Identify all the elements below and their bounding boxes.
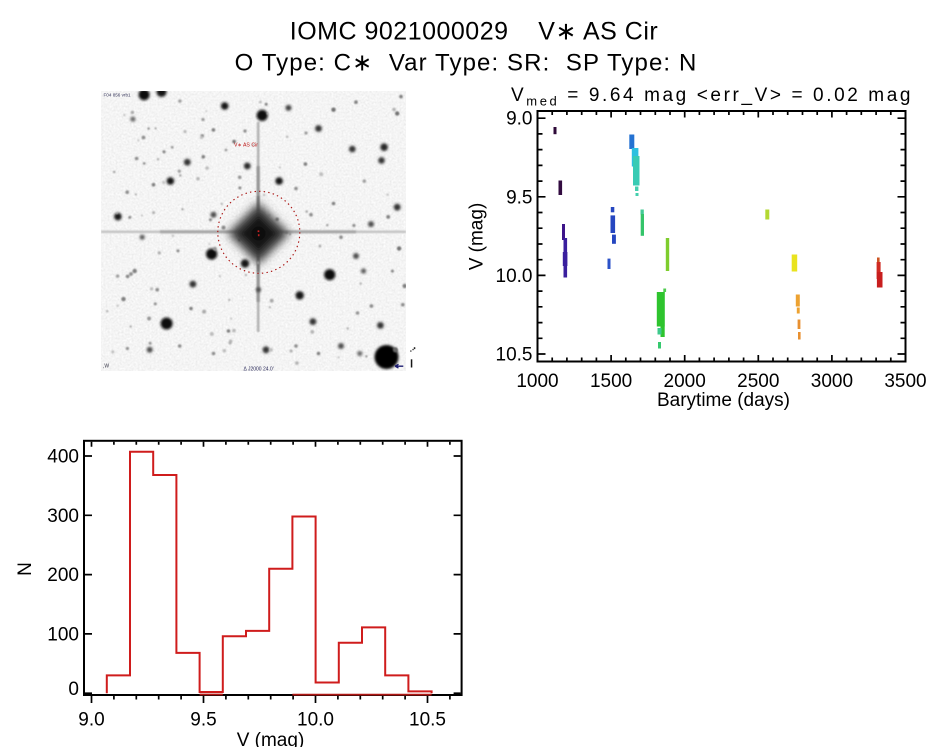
svg-text:10.0: 10.0 <box>297 710 334 731</box>
svg-text:10.0: 10.0 <box>496 266 533 287</box>
svg-text:N: N <box>15 562 36 576</box>
svg-text:Barytime (days): Barytime (days) <box>657 390 790 411</box>
svg-text:1500: 1500 <box>590 371 632 392</box>
svg-text:3500: 3500 <box>884 371 926 392</box>
svg-text:400: 400 <box>47 447 79 468</box>
svg-text:Δ J2000 24.0': Δ J2000 24.0' <box>244 367 274 373</box>
svg-text:1000: 1000 <box>516 371 558 392</box>
svg-text:O Type: C∗ Var Type: SR: SP: O Type: C∗ Var Type: SR: SP Type: N <box>235 50 698 77</box>
svg-text:F04 856 vrb1: F04 856 vrb1 <box>104 93 132 98</box>
svg-text:V (mag): V (mag) <box>237 730 305 747</box>
svg-text:V∗ AS Cir: V∗ AS Cir <box>234 143 258 149</box>
svg-text:9.0: 9.0 <box>78 710 104 731</box>
svg-text:10.5: 10.5 <box>496 345 533 366</box>
svg-text:2000: 2000 <box>664 371 706 392</box>
svg-text:100: 100 <box>47 624 79 645</box>
svg-text:2500: 2500 <box>737 371 779 392</box>
svg-text:IOMC 9021000029 V∗ AS Cir: IOMC 9021000029 V∗ AS Cir <box>290 18 658 46</box>
svg-text:300: 300 <box>47 506 79 527</box>
svg-text:10.5: 10.5 <box>409 710 446 731</box>
svg-text:9.0: 9.0 <box>506 109 532 130</box>
svg-text:3000: 3000 <box>811 371 853 392</box>
svg-text:,W: ,W <box>103 364 109 370</box>
svg-text:0: 0 <box>68 679 79 700</box>
svg-text:9.5: 9.5 <box>190 710 216 731</box>
svg-text:Vmed = 9.64 mag <err_V> = 0.02: Vmed = 9.64 mag <err_V> = 0.02 mag <box>511 85 913 109</box>
svg-text:200: 200 <box>47 565 79 586</box>
svg-text:V (mag): V (mag) <box>467 203 488 271</box>
svg-text:9.5: 9.5 <box>506 187 532 208</box>
